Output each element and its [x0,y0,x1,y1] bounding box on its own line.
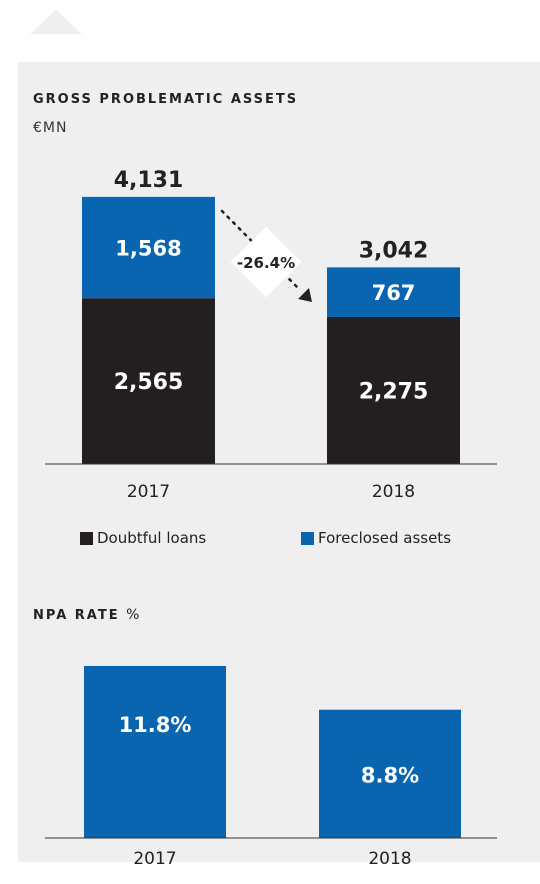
legend-foreclosed-swatch [301,531,314,545]
npa-x-tick-2018: 2018 [368,849,411,869]
legend-foreclosed: Foreclosed assets [301,529,451,547]
gross-assets-title: GROSS PROBLEMATIC ASSETS [33,92,299,107]
x-tick-2017: 2017 [127,482,170,502]
npa-bar-2018 [319,709,461,838]
legend-doubtful-swatch [80,531,93,545]
npa-label-2018: 8.8% [361,764,419,788]
legend-doubtful: Doubtful loans [80,529,206,547]
label-total-2018: 3,042 [359,238,429,263]
label-foreclosed-2018: 767 [372,281,416,305]
label-total-2017: 4,131 [114,168,184,193]
bar-doubtful-2017 [82,298,215,464]
bar-foreclosed-2018 [327,267,460,317]
label-doubtful-2017: 2,565 [114,370,184,395]
bar-foreclosed-2017 [82,196,215,299]
change-diamond [230,226,302,298]
npa-rate-unit: % [126,607,140,623]
gross-assets-unit: €MN [33,120,68,136]
bar-doubtful-2018 [327,316,460,464]
npa-rate-title: NPA RATE % [33,607,140,623]
change-arrow-head [298,288,312,302]
top-tab-arrow [30,10,82,34]
change-label: -26.4% [237,254,295,272]
legend-doubtful-label: Doubtful loans [97,529,207,547]
legend-foreclosed-label: Foreclosed assets [318,529,452,547]
npa-bar-2017 [84,666,226,838]
label-foreclosed-2017: 1,568 [115,237,181,261]
npa-x-tick-2017: 2017 [133,849,176,869]
npa-label-2017: 11.8% [119,713,192,737]
x-tick-2018: 2018 [372,482,415,502]
label-doubtful-2018: 2,275 [359,379,429,404]
